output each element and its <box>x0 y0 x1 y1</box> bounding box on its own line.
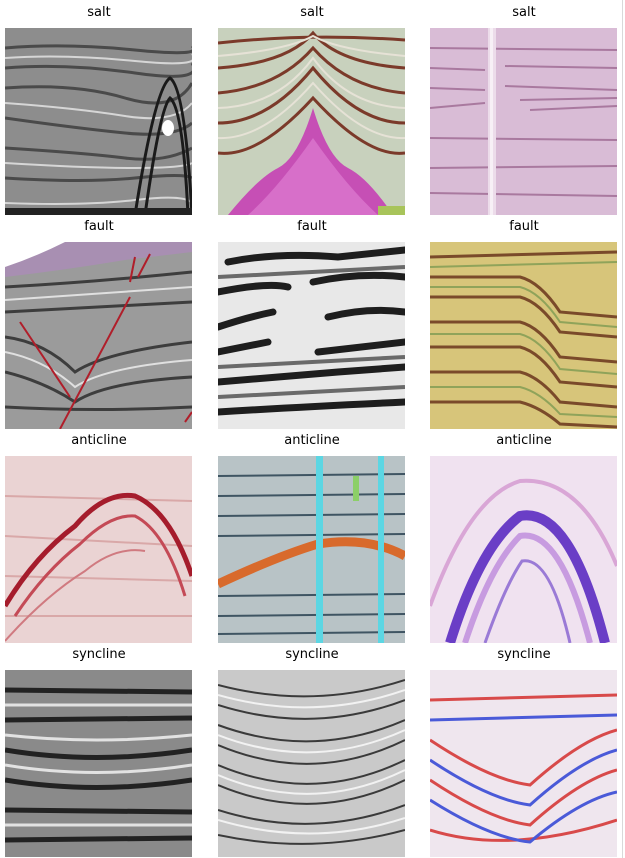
tile-title: fault <box>297 219 327 234</box>
seismic-image <box>218 242 405 429</box>
tile-title: anticline <box>71 433 127 448</box>
seismic-image <box>218 456 405 643</box>
seismic-image <box>430 242 617 429</box>
seismic-image <box>430 28 617 215</box>
tile-title: salt <box>87 5 111 20</box>
seismic-image <box>218 670 405 857</box>
tile-title: anticline <box>496 433 552 448</box>
tile-title: salt <box>300 5 324 20</box>
tile-title: salt <box>512 5 536 20</box>
seismic-image <box>218 28 405 215</box>
tile-title: anticline <box>284 433 340 448</box>
seismic-image <box>430 456 617 643</box>
seismic-image <box>430 670 617 857</box>
tile-title: syncline <box>72 647 126 662</box>
tile-title: fault <box>84 219 114 234</box>
right-border <box>622 0 623 858</box>
tile-title: syncline <box>497 647 551 662</box>
seismic-image <box>5 28 192 215</box>
seismic-image <box>5 670 192 857</box>
seismic-image <box>5 456 192 643</box>
tile-title: fault <box>509 219 539 234</box>
tile-title: syncline <box>285 647 339 662</box>
seismic-image <box>5 242 192 429</box>
